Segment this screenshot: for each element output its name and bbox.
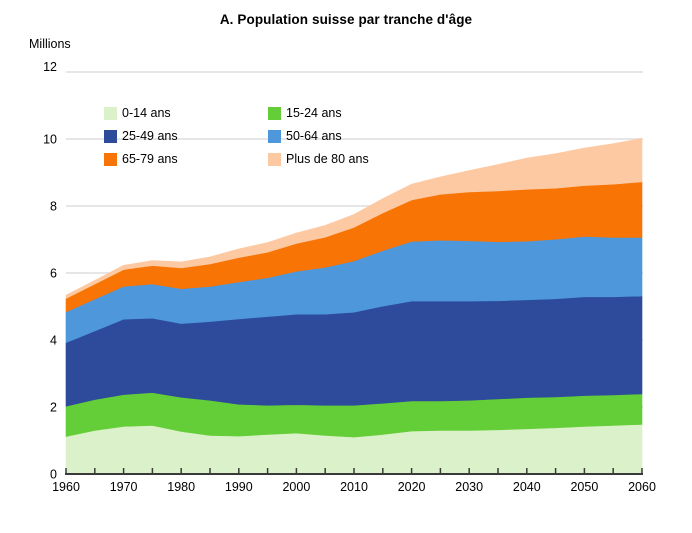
chart-title: A. Population suisse par tranche d'âge (219, 12, 473, 27)
y-tick-label-2: 2 (50, 401, 57, 415)
x-tick-label-2040: 2040 (513, 480, 541, 494)
y-tick-label-0: 0 (50, 468, 57, 482)
legend-swatch-65-79-ans (104, 153, 117, 166)
legend-swatch-50-64-ans (268, 130, 281, 143)
y-tick-label-12: 12 (43, 60, 57, 74)
area-plus-de-80-ans (65, 137, 643, 299)
x-tick-label-2050: 2050 (570, 480, 598, 494)
legend-item-65-79-ans: 65-79 ans (104, 153, 268, 166)
x-tick-label-2030: 2030 (455, 480, 483, 494)
y-tick-label-6: 6 (50, 267, 57, 281)
y-axis-unit-label: Millions (29, 37, 71, 51)
legend-label-15-24-ans: 15-24 ans (286, 106, 342, 120)
legend-item-50-64-ans: 50-64 ans (268, 130, 369, 143)
x-tick-label-1960: 1960 (52, 480, 80, 494)
y-tick-label-10: 10 (43, 133, 57, 147)
legend-swatch-15-24-ans (268, 107, 281, 120)
legend-item-15-24-ans: 15-24 ans (268, 107, 369, 120)
legend-item-0-14-ans: 0-14 ans (104, 107, 268, 120)
x-tick-label-1980: 1980 (167, 480, 195, 494)
y-tick-label-4: 4 (50, 334, 57, 348)
legend-swatch-0-14-ans (104, 107, 117, 120)
legend-swatch-25-49-ans (104, 130, 117, 143)
x-tick-label-1970: 1970 (110, 480, 138, 494)
y-tick-label-8: 8 (50, 200, 57, 214)
legend-item-plus-de-80-ans: Plus de 80 ans (268, 153, 369, 166)
x-tick-label-1990: 1990 (225, 480, 253, 494)
legend-swatch-plus-de-80-ans (268, 153, 281, 166)
legend-label-plus-de-80-ans: Plus de 80 ans (286, 152, 369, 166)
x-tick-label-2020: 2020 (398, 480, 426, 494)
x-tick-label-2010: 2010 (340, 480, 368, 494)
legend-label-65-79-ans: 65-79 ans (122, 152, 178, 166)
x-tick-label-2060: 2060 (628, 480, 656, 494)
legend-label-0-14-ans: 0-14 ans (122, 106, 171, 120)
legend-label-50-64-ans: 50-64 ans (286, 129, 342, 143)
legend-label-25-49-ans: 25-49 ans (122, 129, 178, 143)
chart-legend: 0-14 ans 15-24 ans 25-49 ans 50-64 ans 6… (104, 107, 369, 166)
x-tick-label-2000: 2000 (282, 480, 310, 494)
legend-item-25-49-ans: 25-49 ans (104, 130, 268, 143)
